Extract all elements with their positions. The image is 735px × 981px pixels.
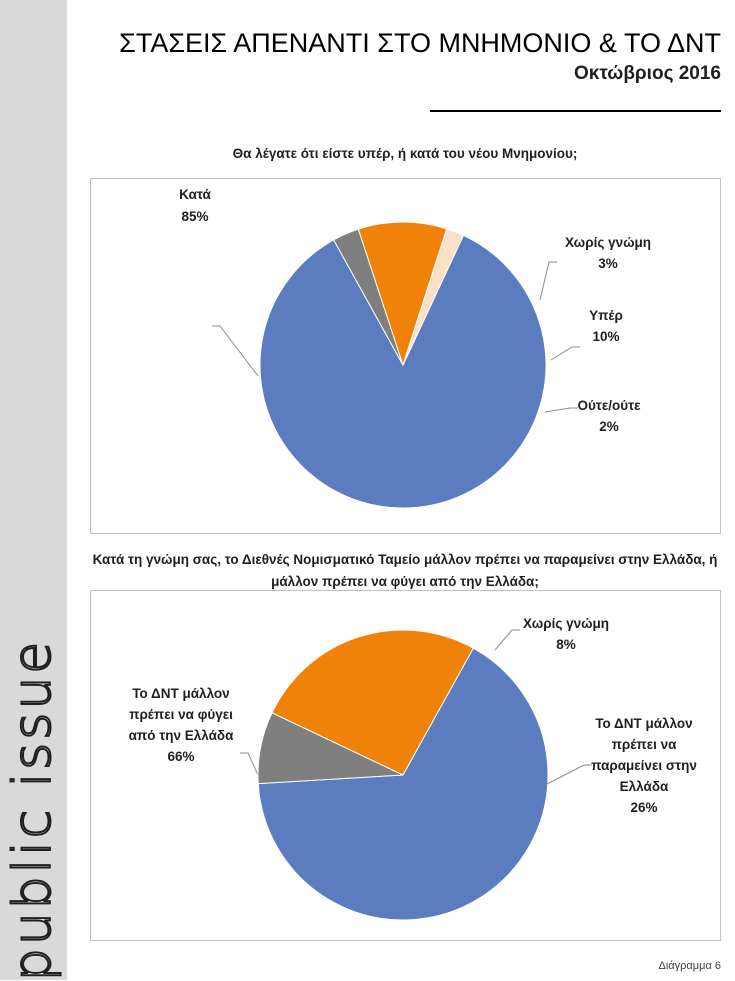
slice-name-label: από την Ελλάδα <box>129 728 235 743</box>
slice-name-label: Ελλάδα <box>620 779 669 794</box>
chart1-leader-line-1 <box>539 261 557 301</box>
slice-value-label: 26% <box>630 800 657 815</box>
slice-value-label: 10% <box>592 329 619 344</box>
slice-name-label: Το ΔΝΤ μάλλον <box>595 716 692 731</box>
slice-name-label: πρέπει να <box>612 737 678 752</box>
chart1-frame <box>90 178 721 534</box>
page-title: ΣΤΑΣΕΙΣ ΑΠΕΝΑΝΤΙ ΣΤΟ ΜΝΗΜΟΝΙΟ & ΤΟ ΔΝΤ <box>119 28 721 58</box>
chart1-slice-0 <box>259 234 547 509</box>
slice-name-label: πρέπει να φύγει <box>129 707 233 722</box>
slice-name-label: Υπέρ <box>589 308 623 323</box>
slice-value-label: 8% <box>556 637 576 652</box>
sidebar-band: public issue <box>0 0 67 981</box>
chart2-frame <box>90 590 721 941</box>
slice-name-label: Κατά <box>179 187 211 202</box>
chart1-data-label-3: Ούτε/ούτε 2% <box>577 398 641 434</box>
chart1-slice-2 <box>357 221 448 367</box>
slice-name-label: Το ΔΝΤ μάλλον <box>132 686 229 701</box>
chart2-data-label-1: Χωρίς γνώμη 8% <box>523 616 609 652</box>
page-subtitle: Οκτώβριος 2016 <box>573 63 721 84</box>
slice-value-label: 3% <box>598 256 618 271</box>
chart2-question: Κατά τη γνώμη σας, το Διεθνές Νομισματικ… <box>92 552 718 589</box>
chart2-data-label-0: Το ΔΝΤ μάλλον πρέπει να φύγει από την Ελλά… <box>129 686 235 764</box>
slice-name-label: Χωρίς γνώμη <box>565 235 651 250</box>
figure-number: Διάγραμμα 6 <box>658 960 721 972</box>
chart2-leader-line-0 <box>240 752 259 776</box>
slice-value-label: 66% <box>167 749 194 764</box>
chart1-data-label-0: Κατά 85% <box>179 187 211 224</box>
chart1-data-label-1: Χωρίς γνώμη 3% <box>565 235 651 271</box>
chart1-data-label-2: Υπέρ 10% <box>589 308 623 344</box>
chart2-data-label-2: Το ΔΝΤ μάλλον πρέπει να παραμείνει στην Ελλ… <box>591 716 697 815</box>
slice-value-label: 85% <box>181 209 208 224</box>
chart2-slice-0 <box>257 647 549 921</box>
chart1-leader-line-3 <box>544 407 578 413</box>
slice-name-label: παραμείνει στην <box>591 758 697 773</box>
title-divider <box>430 110 721 112</box>
chart2-slice-2 <box>271 629 474 776</box>
slice-name-label: Ούτε/ούτε <box>577 398 641 413</box>
chart1-slice-3 <box>402 228 465 366</box>
chart1-leader-line-0 <box>212 325 259 377</box>
chart1-question: Θα λέγατε ότι είστε υπέρ, ή κατά του νέο… <box>232 146 578 161</box>
slice-name-label: Χωρίς γνώμη <box>523 616 609 631</box>
chart2-leader-line-1 <box>494 629 520 651</box>
chart1-leader-line-2 <box>550 346 580 361</box>
slice-value-label: 2% <box>599 419 619 434</box>
chart2-leader-line-2 <box>544 764 592 786</box>
